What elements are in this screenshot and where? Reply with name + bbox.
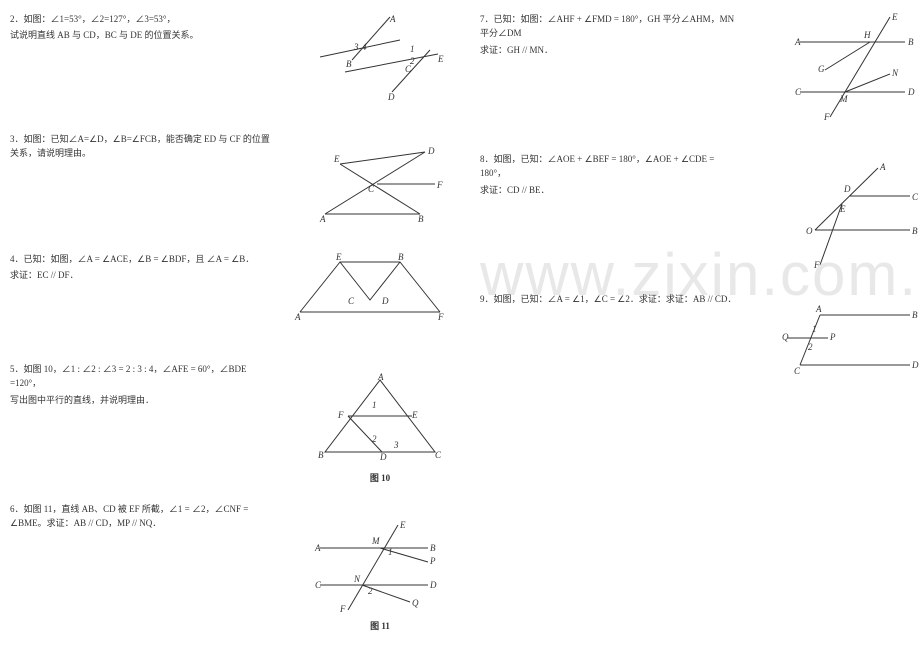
- svg-text:P: P: [429, 556, 436, 566]
- svg-text:A: A: [314, 543, 321, 553]
- p7-line1: 7．已知：如图：∠AHF + ∠FMD = 180°，GH 平分∠AHM，MN …: [480, 12, 740, 41]
- p5-line2: 写出图中平行的直线，并说明理由．: [10, 393, 270, 407]
- svg-text:E: E: [411, 410, 418, 420]
- svg-text:Q: Q: [412, 598, 419, 608]
- svg-text:F: F: [436, 180, 443, 190]
- p3-line1: 3．如图：已知∠A=∠D，∠B=∠FCB，能否确定 ED 与 CF 的位置关系，…: [10, 132, 270, 161]
- p7-line2: 求证：GH // MN．: [480, 43, 740, 57]
- svg-text:B: B: [418, 214, 424, 224]
- svg-text:1: 1: [410, 44, 415, 54]
- svg-text:B: B: [346, 59, 352, 69]
- svg-text:F: F: [813, 260, 820, 270]
- p6-caption: 图 11: [310, 619, 450, 632]
- p3-figure: A B C D E F: [310, 144, 450, 226]
- svg-text:G: G: [818, 64, 825, 74]
- p8-line2: 求证：CD // BE．: [480, 183, 740, 197]
- svg-text:N: N: [353, 574, 361, 584]
- p9-line1: 9．如图，已知：∠A = ∠1，∠C = ∠2．求证：求证：AB // CD．: [480, 292, 740, 306]
- svg-text:3: 3: [353, 42, 359, 52]
- svg-text:D: D: [911, 360, 919, 370]
- svg-text:A: A: [879, 162, 886, 172]
- svg-text:B: B: [430, 543, 436, 553]
- svg-text:E: E: [333, 154, 340, 164]
- problem-3: 3．如图：已知∠A=∠D，∠B=∠FCB，能否确定 ED 与 CF 的位置关系，…: [10, 132, 460, 232]
- problem-8: 8．如图，已知：∠AOE + ∠BEF = 180°，∠AOE + ∠CDE =…: [480, 152, 920, 272]
- svg-text:D: D: [379, 452, 387, 462]
- problem-5: 5．如图 10，∠1 : ∠2 : ∠3 = 2 : 3 : 4，∠AFE = …: [10, 362, 460, 482]
- svg-text:A: A: [815, 304, 822, 314]
- p2-line2: 试说明直线 AB 与 CD，BC 与 DE 的位置关系。: [10, 28, 270, 42]
- p8-figure: A B C D E F O: [800, 160, 920, 272]
- svg-text:C: C: [315, 580, 322, 590]
- problem-7: 7．已知：如图：∠AHF + ∠FMD = 180°，GH 平分∠AHM，MN …: [480, 12, 920, 132]
- svg-text:M: M: [839, 94, 848, 104]
- svg-text:2: 2: [808, 342, 813, 352]
- p2-figure: A B C D E 3 4 1 2: [310, 12, 450, 104]
- svg-text:C: C: [795, 87, 802, 97]
- svg-text:2: 2: [372, 434, 377, 444]
- svg-text:3: 3: [393, 440, 399, 450]
- svg-text:F: F: [339, 604, 346, 614]
- svg-text:C: C: [348, 296, 355, 306]
- p5-figure: A B C D E F 1 2 3 图 10: [310, 372, 450, 484]
- p8-line1: 8．如图，已知：∠AOE + ∠BEF = 180°，∠AOE + ∠CDE =…: [480, 152, 740, 181]
- svg-text:1: 1: [372, 400, 377, 410]
- svg-text:A: A: [794, 37, 801, 47]
- problem-2: 2．如图：∠1=53°，∠2=127°，∠3=53°， 试说明直线 AB 与 C…: [10, 12, 460, 112]
- left-column: 2．如图：∠1=53°，∠2=127°，∠3=53°， 试说明直线 AB 与 C…: [10, 10, 460, 652]
- svg-text:C: C: [435, 450, 442, 460]
- svg-text:C: C: [794, 366, 801, 376]
- p6-figure: A B C D E F M N P Q 1 2 图 11: [310, 520, 450, 632]
- svg-text:M: M: [371, 536, 380, 546]
- svg-text:2: 2: [368, 586, 373, 596]
- svg-text:H: H: [863, 30, 871, 40]
- svg-text:D: D: [843, 184, 851, 194]
- p4-line2: 求证：EC // DF．: [10, 268, 270, 282]
- p4-figure: A F E B C D: [290, 252, 450, 324]
- p5-caption: 图 10: [310, 471, 450, 484]
- svg-text:E: E: [437, 54, 444, 64]
- svg-text:2: 2: [410, 56, 415, 66]
- svg-text:A: A: [389, 14, 396, 24]
- p2-line1: 2．如图：∠1=53°，∠2=127°，∠3=53°，: [10, 12, 270, 26]
- svg-text:B: B: [908, 37, 914, 47]
- svg-text:B: B: [318, 450, 324, 460]
- svg-text:F: F: [437, 312, 444, 322]
- svg-text:1: 1: [812, 324, 817, 334]
- svg-text:D: D: [387, 92, 395, 102]
- svg-text:E: E: [399, 520, 406, 530]
- svg-text:O: O: [806, 226, 813, 236]
- p9-figure: A B C D P Q 1 2: [780, 300, 920, 382]
- svg-text:C: C: [912, 192, 919, 202]
- problem-4: 4．已知：如图，∠A = ∠ACE，∠B = ∠BDF，且 ∠A = ∠B． 求…: [10, 252, 460, 342]
- problem-9: 9．如图，已知：∠A = ∠1，∠C = ∠2．求证：求证：AB // CD． …: [480, 292, 920, 402]
- svg-text:E: E: [839, 204, 846, 214]
- p7-figure: A B C D E F H M G N: [790, 12, 920, 124]
- svg-text:F: F: [337, 410, 344, 420]
- svg-text:C: C: [368, 184, 375, 194]
- svg-text:B: B: [912, 226, 918, 236]
- svg-text:A: A: [319, 214, 326, 224]
- p4-line1: 4．已知：如图，∠A = ∠ACE，∠B = ∠BDF，且 ∠A = ∠B．: [10, 252, 270, 266]
- svg-text:B: B: [398, 252, 404, 262]
- p5-line1: 5．如图 10，∠1 : ∠2 : ∠3 = 2 : 3 : 4，∠AFE = …: [10, 362, 270, 391]
- svg-text:Q: Q: [782, 332, 789, 342]
- p6-line1: 6．如图 11，直线 AB、CD 被 EF 所截，∠1 = ∠2，∠CNF = …: [10, 502, 270, 531]
- svg-text:E: E: [335, 252, 342, 262]
- svg-text:A: A: [377, 372, 384, 382]
- svg-text:B: B: [912, 310, 918, 320]
- svg-text:1: 1: [388, 547, 393, 557]
- problem-6: 6．如图 11，直线 AB、CD 被 EF 所截，∠1 = ∠2，∠CNF = …: [10, 502, 460, 632]
- svg-text:D: D: [907, 87, 915, 97]
- svg-text:D: D: [381, 296, 389, 306]
- right-column: 7．已知：如图：∠AHF + ∠FMD = 180°，GH 平分∠AHM，MN …: [480, 10, 920, 652]
- svg-text:E: E: [891, 12, 898, 22]
- svg-text:D: D: [427, 146, 435, 156]
- svg-text:F: F: [823, 112, 830, 122]
- svg-text:N: N: [891, 68, 899, 78]
- svg-text:A: A: [294, 312, 301, 322]
- svg-text:D: D: [429, 580, 437, 590]
- svg-text:P: P: [829, 332, 836, 342]
- svg-text:4: 4: [362, 42, 367, 52]
